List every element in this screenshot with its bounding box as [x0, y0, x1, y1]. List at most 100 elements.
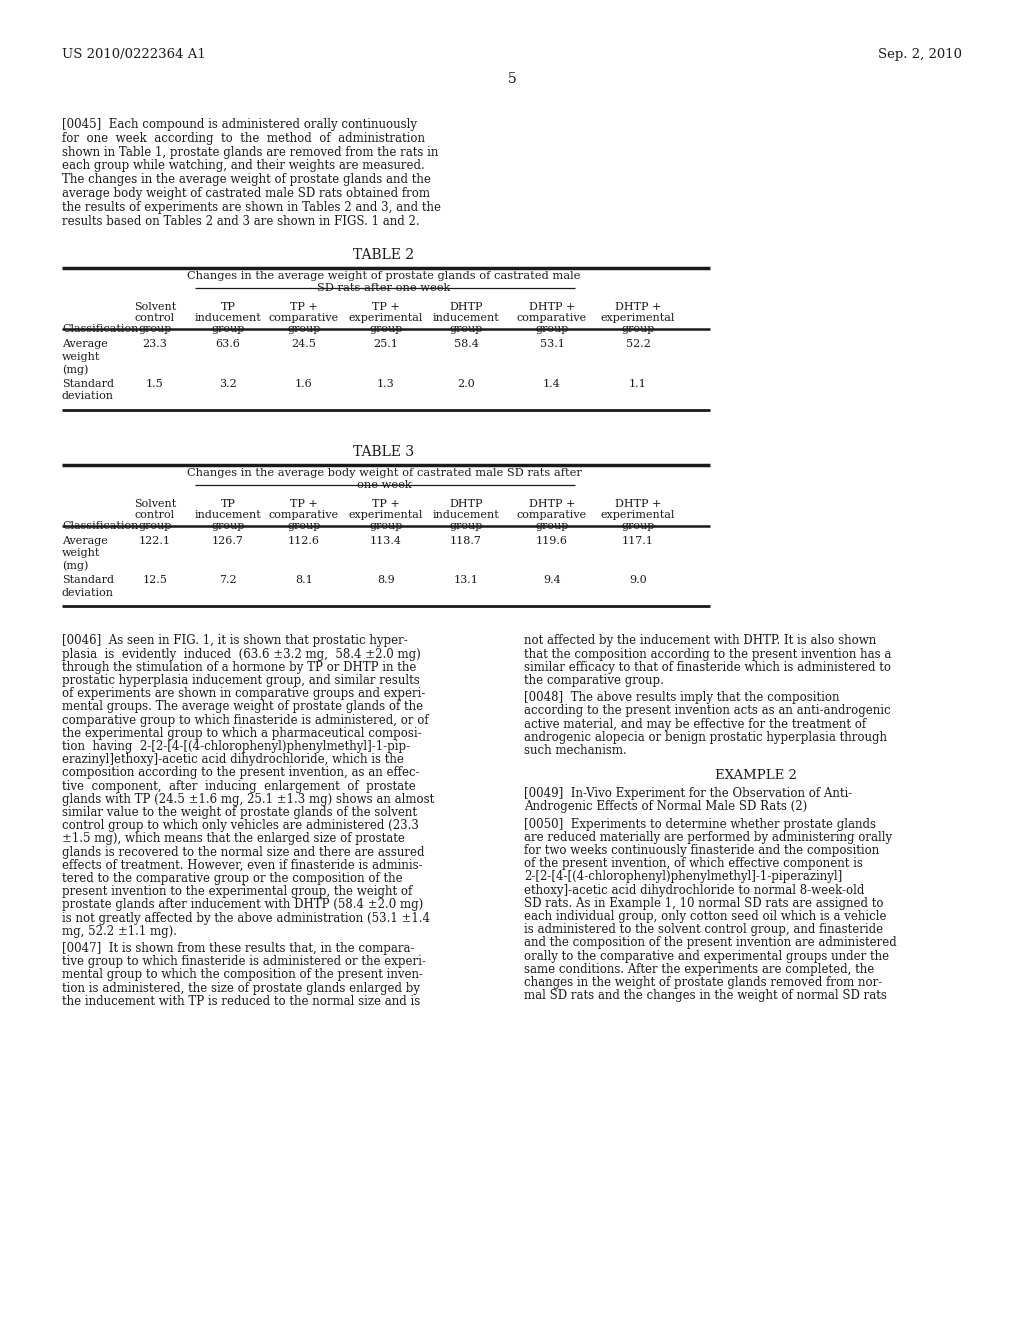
Text: such mechanism.: such mechanism. — [524, 744, 627, 756]
Text: the experimental group to which a pharmaceutical composi-: the experimental group to which a pharma… — [62, 727, 422, 739]
Text: DHTP +: DHTP + — [614, 499, 662, 510]
Text: 63.6: 63.6 — [216, 339, 241, 350]
Text: tion  having  2-[2-[4-[(4-chlorophenyl)phenylmethyl]-1-pip-: tion having 2-[2-[4-[(4-chlorophenyl)phe… — [62, 741, 411, 752]
Text: TABLE 3: TABLE 3 — [353, 445, 415, 459]
Text: Changes in the average body weight of castrated male SD rats after: Changes in the average body weight of ca… — [186, 467, 582, 478]
Text: group: group — [536, 325, 568, 334]
Text: group: group — [288, 325, 321, 334]
Text: 53.1: 53.1 — [540, 339, 564, 350]
Text: for  one  week  according  to  the  method  of  administration: for one week according to the method of … — [62, 132, 425, 145]
Text: through the stimulation of a hormone by TP or DHTP in the: through the stimulation of a hormone by … — [62, 661, 417, 673]
Text: TP +: TP + — [372, 302, 400, 313]
Text: DHTP +: DHTP + — [614, 302, 662, 313]
Text: Standard: Standard — [62, 576, 114, 585]
Text: Classification: Classification — [62, 521, 138, 531]
Text: 2.0: 2.0 — [457, 379, 475, 389]
Text: tion is administered, the size of prostate glands enlarged by: tion is administered, the size of prosta… — [62, 982, 420, 994]
Text: [0049]  In-Vivo Experiment for the Observation of Anti-: [0049] In-Vivo Experiment for the Observ… — [524, 787, 852, 800]
Text: 24.5: 24.5 — [292, 339, 316, 350]
Text: Solvent: Solvent — [134, 499, 176, 510]
Text: TABLE 2: TABLE 2 — [353, 248, 415, 263]
Text: weight: weight — [62, 352, 100, 362]
Text: 1.6: 1.6 — [295, 379, 313, 389]
Text: for two weeks continuously finasteride and the composition: for two weeks continuously finasteride a… — [524, 843, 880, 857]
Text: [0050]  Experiments to determine whether prostate glands: [0050] Experiments to determine whether … — [524, 817, 876, 830]
Text: mental group to which the composition of the present inven-: mental group to which the composition of… — [62, 969, 423, 981]
Text: DHTP: DHTP — [450, 302, 482, 313]
Text: experimental: experimental — [601, 510, 675, 520]
Text: EXAMPLE 2: EXAMPLE 2 — [715, 770, 797, 783]
Text: similar efficacy to that of finasteride which is administered to: similar efficacy to that of finasteride … — [524, 661, 891, 673]
Text: 25.1: 25.1 — [374, 339, 398, 350]
Text: average body weight of castrated male SD rats obtained from: average body weight of castrated male SD… — [62, 187, 430, 201]
Text: TP +: TP + — [290, 499, 317, 510]
Text: of the present invention, of which effective component is: of the present invention, of which effec… — [524, 857, 863, 870]
Text: Androgenic Effects of Normal Male SD Rats (2): Androgenic Effects of Normal Male SD Rat… — [524, 800, 807, 813]
Text: comparative group to which finasteride is administered, or of: comparative group to which finasteride i… — [62, 714, 429, 726]
Text: group: group — [211, 325, 245, 334]
Text: 113.4: 113.4 — [370, 536, 402, 546]
Text: 1.3: 1.3 — [377, 379, 395, 389]
Text: 119.6: 119.6 — [536, 536, 568, 546]
Text: 118.7: 118.7 — [451, 536, 482, 546]
Text: tive  component,  after  inducing  enlargement  of  prostate: tive component, after inducing enlargeme… — [62, 780, 416, 792]
Text: and the composition of the present invention are administered: and the composition of the present inven… — [524, 936, 897, 949]
Text: Average: Average — [62, 339, 108, 350]
Text: not affected by the inducement with DHTP. It is also shown: not affected by the inducement with DHTP… — [524, 635, 877, 647]
Text: 1.4: 1.4 — [543, 379, 561, 389]
Text: DHTP: DHTP — [450, 499, 482, 510]
Text: group: group — [450, 325, 482, 334]
Text: group: group — [370, 325, 402, 334]
Text: group: group — [622, 521, 654, 531]
Text: 12.5: 12.5 — [142, 576, 168, 585]
Text: Standard: Standard — [62, 379, 114, 389]
Text: results based on Tables 2 and 3 are shown in FIGS. 1 and 2.: results based on Tables 2 and 3 are show… — [62, 215, 420, 227]
Text: Classification: Classification — [62, 325, 138, 334]
Text: 3.2: 3.2 — [219, 379, 237, 389]
Text: erazinyl]ethoxy]-acetic acid dihydrochloride, which is the: erazinyl]ethoxy]-acetic acid dihydrochlo… — [62, 754, 403, 766]
Text: glands with TP (24.5 ±1.6 mg, 25.1 ±1.3 mg) shows an almost: glands with TP (24.5 ±1.6 mg, 25.1 ±1.3 … — [62, 793, 434, 805]
Text: 58.4: 58.4 — [454, 339, 478, 350]
Text: TP +: TP + — [372, 499, 400, 510]
Text: group: group — [450, 521, 482, 531]
Text: 9.4: 9.4 — [543, 576, 561, 585]
Text: 13.1: 13.1 — [454, 576, 478, 585]
Text: Solvent: Solvent — [134, 302, 176, 313]
Text: inducement: inducement — [432, 313, 500, 323]
Text: group: group — [536, 521, 568, 531]
Text: comparative: comparative — [517, 510, 587, 520]
Text: plasia  is  evidently  induced  (63.6 ±3.2 mg,  58.4 ±2.0 mg): plasia is evidently induced (63.6 ±3.2 m… — [62, 648, 421, 660]
Text: control: control — [135, 510, 175, 520]
Text: the comparative group.: the comparative group. — [524, 675, 664, 686]
Text: experimental: experimental — [349, 313, 423, 323]
Text: 9.0: 9.0 — [629, 576, 647, 585]
Text: that the composition according to the present invention has a: that the composition according to the pr… — [524, 648, 891, 660]
Text: [0046]  As seen in FIG. 1, it is shown that prostatic hyper-: [0046] As seen in FIG. 1, it is shown th… — [62, 635, 408, 647]
Text: [0047]  It is shown from these results that, in the compara-: [0047] It is shown from these results th… — [62, 942, 415, 954]
Text: comparative: comparative — [517, 313, 587, 323]
Text: experimental: experimental — [349, 510, 423, 520]
Text: Average: Average — [62, 536, 108, 546]
Text: TP: TP — [220, 499, 236, 510]
Text: group: group — [138, 325, 172, 334]
Text: [0045]  Each compound is administered orally continuously: [0045] Each compound is administered ora… — [62, 117, 417, 131]
Text: control: control — [135, 313, 175, 323]
Text: inducement: inducement — [432, 510, 500, 520]
Text: is administered to the solvent control group, and finasteride: is administered to the solvent control g… — [524, 923, 883, 936]
Text: group: group — [138, 521, 172, 531]
Text: shown in Table 1, prostate glands are removed from the rats in: shown in Table 1, prostate glands are re… — [62, 145, 438, 158]
Text: similar value to the weight of prostate glands of the solvent: similar value to the weight of prostate … — [62, 807, 417, 818]
Text: 112.6: 112.6 — [288, 536, 319, 546]
Text: according to the present invention acts as an anti-androgenic: according to the present invention acts … — [524, 705, 891, 717]
Text: glands is recovered to the normal size and there are assured: glands is recovered to the normal size a… — [62, 846, 425, 858]
Text: 23.3: 23.3 — [142, 339, 168, 350]
Text: group: group — [211, 521, 245, 531]
Text: The changes in the average weight of prostate glands and the: The changes in the average weight of pro… — [62, 173, 431, 186]
Text: tive group to which finasteride is administered or the experi-: tive group to which finasteride is admin… — [62, 956, 426, 968]
Text: deviation: deviation — [62, 587, 114, 598]
Text: ethoxy]-acetic acid dihydrochloride to normal 8-week-old: ethoxy]-acetic acid dihydrochloride to n… — [524, 883, 864, 896]
Text: DHTP +: DHTP + — [528, 302, 575, 313]
Text: mg, 52.2 ±1.1 mg).: mg, 52.2 ±1.1 mg). — [62, 925, 177, 937]
Text: mental groups. The average weight of prostate glands of the: mental groups. The average weight of pro… — [62, 701, 423, 713]
Text: Sep. 2, 2010: Sep. 2, 2010 — [878, 48, 962, 61]
